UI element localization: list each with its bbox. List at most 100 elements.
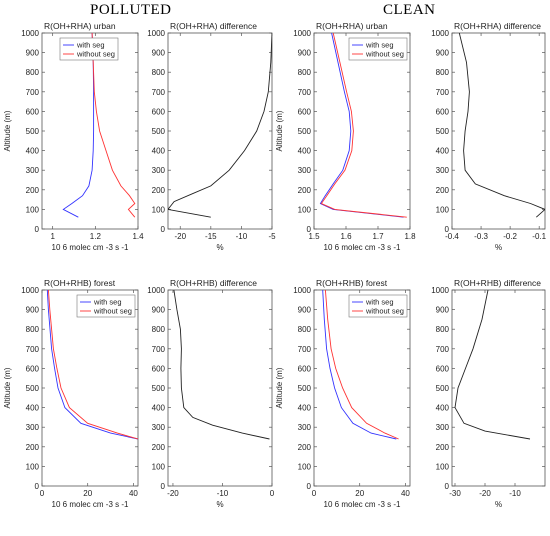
legend-box (348, 37, 408, 61)
plot-frame (451, 32, 546, 230)
panel-title: R(OH+RHA) difference (170, 21, 257, 31)
y-tick-label: 100 (436, 462, 450, 471)
x-tick-label: 0 (312, 489, 317, 498)
series-line-with-seg (319, 33, 404, 218)
y-tick-label: 600 (436, 107, 450, 116)
y-tick-label: 300 (152, 166, 166, 175)
plot-frame (167, 289, 273, 487)
y-tick-label: 0 (307, 225, 312, 234)
series-line-difference (458, 33, 545, 218)
y-axis-label: Altitude (m) (275, 110, 284, 151)
panel-p6: 0 100 200 300 400 500 600 700 800 900 1000 -20 -10 0 R… (147, 278, 275, 509)
panel-title: R(OH+RHB) forest (316, 278, 388, 288)
y-tick-label: 100 (26, 205, 40, 214)
y-tick-label: 900 (26, 49, 40, 58)
x-tick-label: -10 (217, 489, 229, 498)
panel-title: R(OH+RHA) urban (316, 21, 388, 31)
y-tick-label: 200 (298, 186, 312, 195)
y-tick-label: 700 (152, 345, 166, 354)
y-tick-label: 500 (152, 127, 166, 136)
legend-label: with seg (365, 41, 394, 50)
panel-title: R(OH+RHA) urban (44, 21, 116, 31)
y-tick-label: 600 (152, 364, 166, 373)
x-axis-label: 10 6 molec cm -3 s -1 (324, 243, 401, 252)
y-tick-label: 800 (436, 68, 450, 77)
y-tick-label: 500 (26, 384, 40, 393)
y-tick-label: 900 (436, 49, 450, 58)
legend-box (76, 294, 136, 318)
y-tick-label: 400 (436, 147, 450, 156)
x-axis-label: 10 6 molec cm -3 s -1 (52, 500, 129, 509)
legend-label: without seg (365, 50, 404, 59)
panel-p7: 0 100 200 300 400 500 600 700 800 900 1000 0 20 40 R(O… (275, 278, 410, 509)
y-tick-label: 0 (35, 482, 40, 491)
y-tick-label: 300 (298, 423, 312, 432)
panel-p8: 0 100 200 300 400 500 600 700 800 900 1000 -30 -20 -1… (431, 278, 546, 509)
plot-frame (451, 289, 546, 487)
x-tick-label: 1.8 (404, 232, 416, 241)
y-tick-label: 0 (307, 482, 312, 491)
x-tick-label: -10 (236, 232, 248, 241)
clean-heading: CLEAN (383, 2, 436, 18)
x-tick-label: 1 (50, 232, 55, 241)
y-tick-label: 600 (152, 107, 166, 116)
series-line-difference (168, 33, 272, 218)
x-tick-label: 1.6 (340, 232, 352, 241)
y-tick-label: 400 (298, 404, 312, 413)
x-tick-label: -0.2 (503, 232, 517, 241)
y-tick-label: 200 (26, 186, 40, 195)
y-tick-label: 400 (436, 404, 450, 413)
x-tick-label: -30 (449, 489, 461, 498)
y-tick-label: 700 (298, 345, 312, 354)
series-line-with-seg (46, 290, 138, 440)
x-tick-label: 0 (270, 489, 275, 498)
y-tick-label: 0 (161, 225, 166, 234)
y-tick-label: 500 (298, 384, 312, 393)
y-tick-label: 900 (436, 306, 450, 315)
y-tick-label: 1000 (431, 286, 449, 295)
y-tick-label: 500 (26, 127, 40, 136)
plot-frame (41, 289, 139, 487)
panel-p4: 0 100 200 300 400 500 600 700 800 900 1000 -0.4 -0.3… (431, 21, 546, 252)
y-tick-label: 1000 (147, 29, 165, 38)
plot-frame (313, 32, 411, 230)
y-tick-label: 200 (26, 443, 40, 452)
y-tick-label: 300 (436, 423, 450, 432)
y-tick-label: 300 (26, 166, 40, 175)
panel-p5: 0 100 200 300 400 500 600 700 800 900 1000 0 20 40 R(O… (3, 278, 138, 509)
x-tick-label: -20 (479, 489, 491, 498)
y-tick-label: 1000 (21, 286, 39, 295)
series-line-without-seg (91, 33, 136, 218)
y-tick-label: 800 (298, 325, 312, 334)
y-tick-label: 100 (152, 462, 166, 471)
x-tick-label: 1.2 (90, 232, 102, 241)
series-line-difference (454, 290, 531, 440)
y-axis-label: Altitude (m) (3, 110, 12, 151)
x-axis-label: % (495, 243, 502, 252)
y-tick-label: 0 (161, 482, 166, 491)
legend-label: without seg (76, 50, 115, 59)
series-line-without-seg (320, 33, 407, 218)
y-tick-label: 200 (298, 443, 312, 452)
y-tick-label: 1000 (147, 286, 165, 295)
x-axis-label: 10 6 molec cm -3 s -1 (324, 500, 401, 509)
x-axis-label: % (216, 243, 223, 252)
x-tick-label: -0.3 (474, 232, 488, 241)
x-tick-label: -15 (205, 232, 217, 241)
x-tick-label: 20 (83, 489, 92, 498)
series-line-difference (173, 290, 270, 440)
y-tick-label: 200 (436, 186, 450, 195)
x-tick-label: -0.1 (532, 232, 546, 241)
y-tick-label: 400 (298, 147, 312, 156)
x-tick-label: -20 (174, 232, 186, 241)
y-tick-label: 900 (298, 49, 312, 58)
x-tick-label: 40 (401, 489, 410, 498)
series-line-with-seg (62, 33, 95, 218)
legend-box (348, 294, 408, 318)
plot-frame (41, 32, 139, 230)
y-tick-label: 0 (445, 225, 450, 234)
